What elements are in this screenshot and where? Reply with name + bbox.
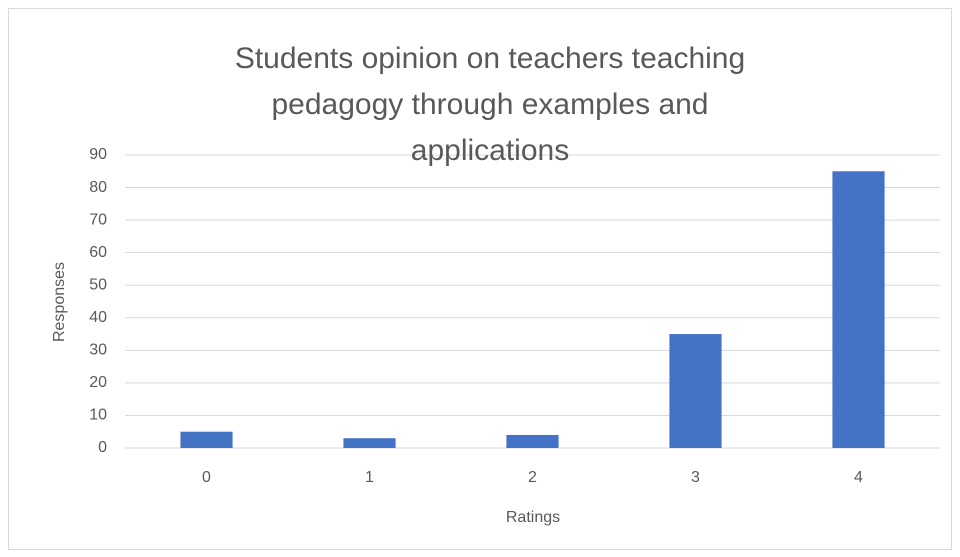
- bar: [506, 434, 559, 448]
- bar: [669, 334, 722, 448]
- y-tick-label: 60: [89, 244, 107, 261]
- bar: [343, 438, 396, 448]
- x-tick-label: 1: [365, 469, 374, 486]
- y-tick-label: 0: [98, 439, 107, 456]
- y-tick-label: 90: [89, 146, 107, 163]
- x-tick-label: 2: [528, 469, 537, 486]
- x-axis-label: Ratings: [506, 509, 560, 526]
- chart-border: [8, 8, 952, 550]
- chart-title: Students opinion on teachers teaching pe…: [234, 42, 746, 167]
- y-tick-label: 30: [89, 342, 107, 359]
- bar: [832, 171, 885, 448]
- y-tick-label: 80: [89, 179, 107, 196]
- y-tick-label: 70: [89, 211, 107, 228]
- x-tick-label: 4: [854, 469, 863, 486]
- x-tick-label: 0: [202, 469, 211, 486]
- y-tick-label: 40: [89, 309, 107, 326]
- y-tick-label: 50: [89, 276, 107, 293]
- y-axis-label: Responses: [51, 262, 68, 342]
- x-tick-label: 3: [691, 469, 700, 486]
- y-tick-label: 20: [89, 374, 107, 391]
- bar: [180, 431, 233, 448]
- y-tick-label: 10: [89, 407, 107, 424]
